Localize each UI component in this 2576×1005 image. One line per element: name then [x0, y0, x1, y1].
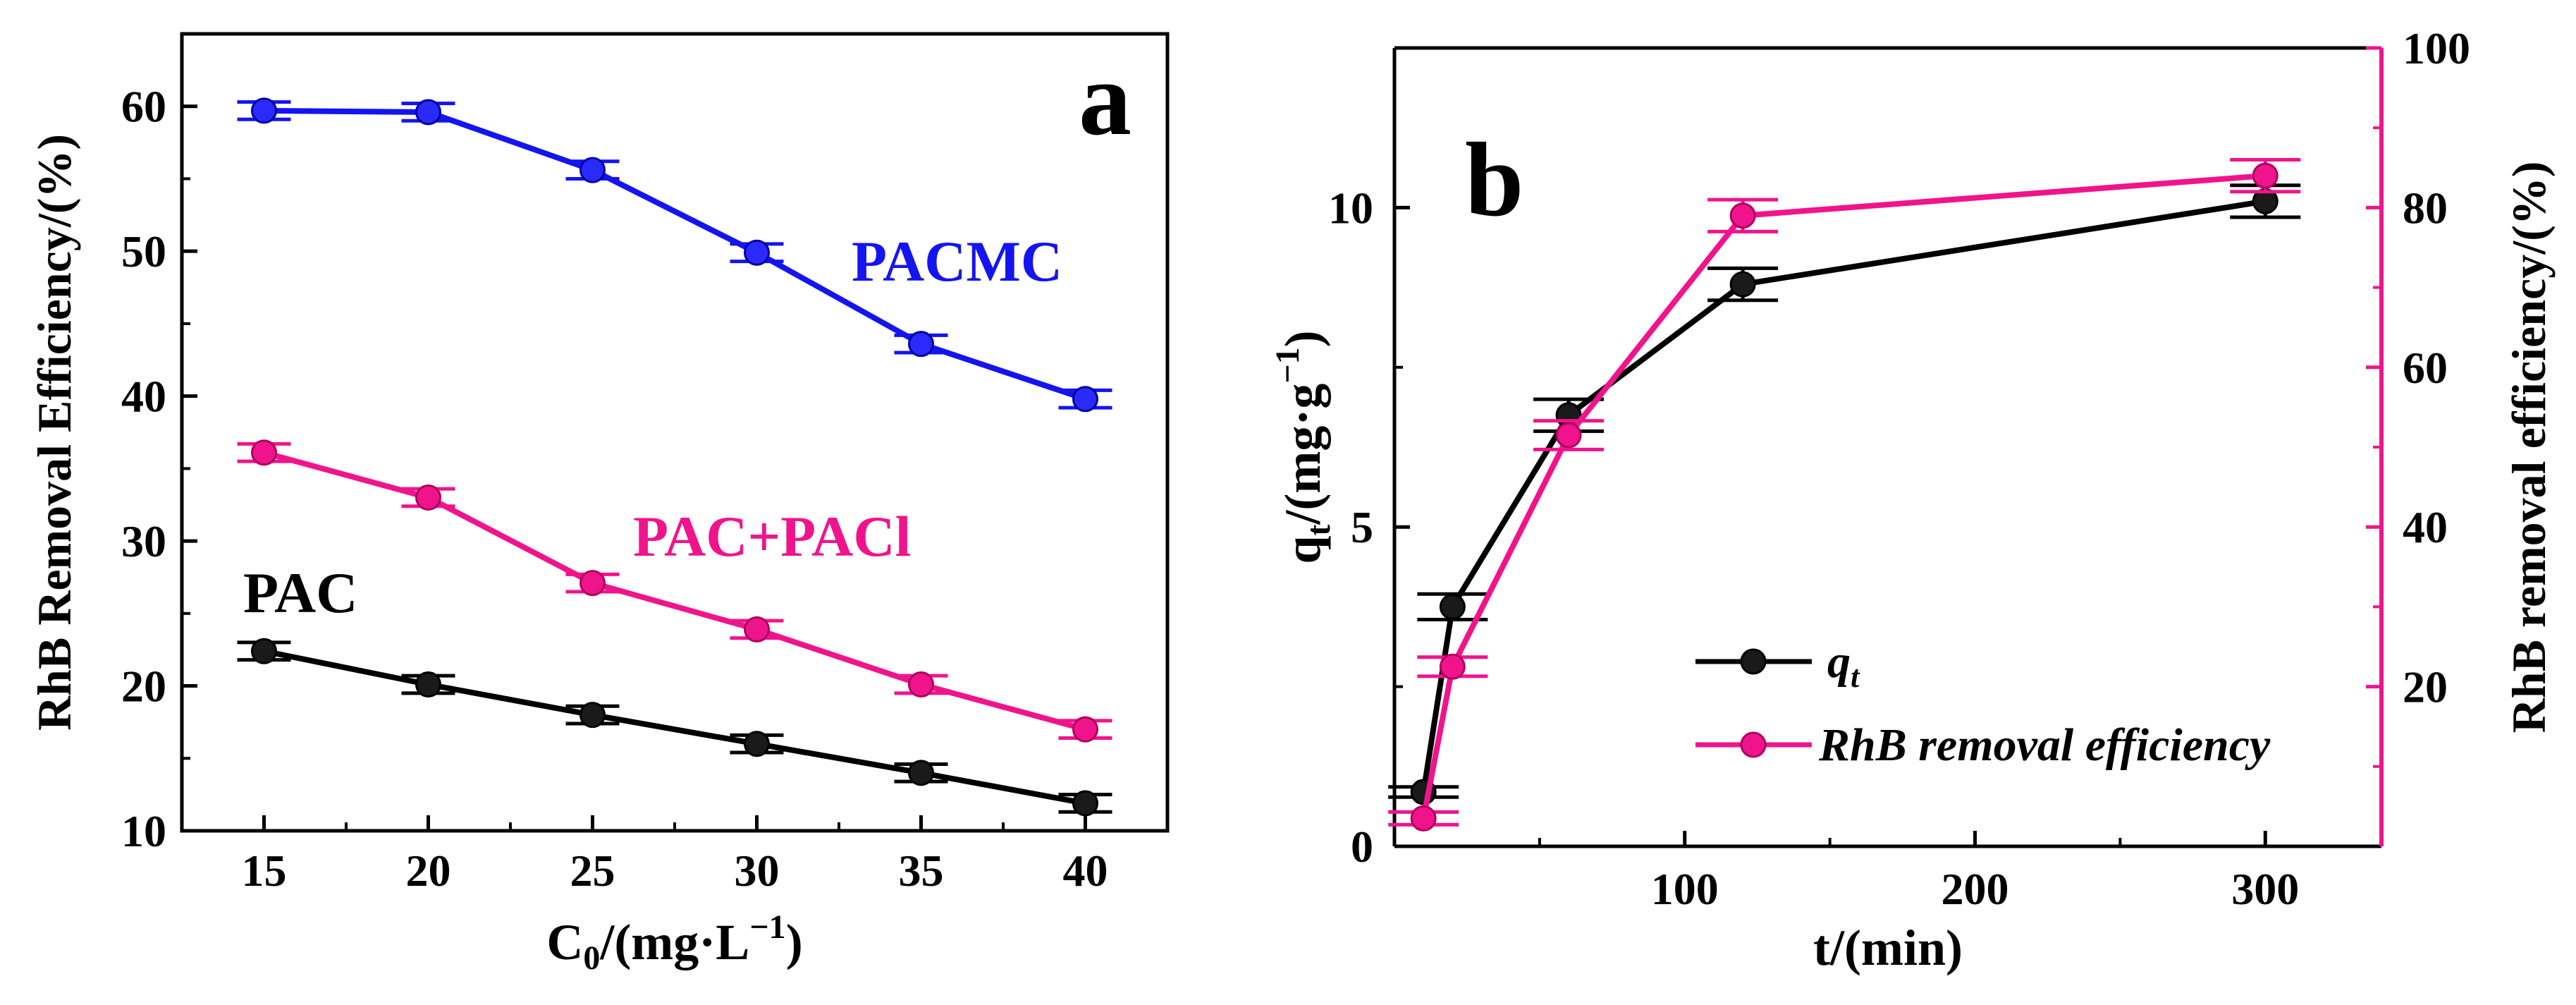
- panel-b-label: b: [1465, 121, 1523, 238]
- x-tick-label-35: 35: [899, 846, 944, 896]
- series-qt: [1388, 183, 2301, 805]
- panel-b-right-ticks: 20 40 60 80 100: [2366, 23, 2470, 768]
- x-tick-label-15: 15: [242, 846, 287, 896]
- data-point-qt-120: [1729, 271, 1756, 298]
- series-pac: [237, 638, 1112, 817]
- y-tick-label-30: 30: [121, 516, 166, 566]
- y-tick-label-40: 40: [121, 372, 166, 422]
- legend-q-sub: t: [1851, 659, 1860, 694]
- q-label-tail: /(mg·g: [1275, 384, 1331, 525]
- data-point-pacmc-15: [251, 97, 277, 124]
- right-tick-label-100: 100: [2403, 23, 2470, 73]
- legend: qt RhB removal efficiency: [1695, 636, 2271, 771]
- left-tick-label-0: 0: [1351, 822, 1373, 872]
- data-point-pac-20: [415, 671, 441, 698]
- panel-a-y-axis-label: RhB Removal Efficiency/(%): [27, 134, 81, 731]
- x-label-end: ): [786, 914, 803, 970]
- q-label-end: ): [1275, 330, 1331, 347]
- annotation-pac: PAC: [243, 561, 357, 625]
- x-label-sub: 0: [583, 939, 600, 977]
- panel-a: 10 20 30 40 50 60 15 20 25 30 35 40 a PACMC PAC+PA…: [27, 32, 1170, 977]
- data-point-pacmc-40: [1072, 386, 1098, 413]
- panel-b-x-axis-label: t/(min): [1813, 920, 1963, 976]
- data-point-pac-pacl-15: [251, 439, 277, 466]
- data-point-pac-30: [744, 731, 770, 757]
- legend-q: q: [1827, 636, 1851, 688]
- legend-label-rhb: RhB removal efficiency: [1818, 719, 2271, 771]
- panel-a-label: a: [1079, 40, 1131, 157]
- panel-b-x-ticks: 100 200 300: [1538, 831, 2299, 914]
- data-point-pac-15: [251, 638, 277, 664]
- legend-marker-qt: [1740, 648, 1767, 675]
- y-tick-label-60: 60: [121, 82, 166, 132]
- x-tick-label-40: 40: [1063, 846, 1108, 896]
- x-tick-label-25: 25: [570, 846, 615, 896]
- series-line-qt: [1421, 198, 2266, 793]
- x-label-main: C: [546, 914, 583, 970]
- data-point-qt-20: [1439, 593, 1466, 620]
- series-line-pac: [263, 648, 1086, 806]
- legend-label-qt: qt: [1827, 636, 1860, 694]
- panel-a-x-axis-label: C0/(mg·L−1): [546, 908, 802, 977]
- left-tick-label-10: 10: [1328, 183, 1373, 233]
- y-tick-label-10: 10: [121, 806, 166, 856]
- right-tick-label-20: 20: [2403, 662, 2448, 712]
- panel-b-series: [1388, 157, 2301, 832]
- data-point-pac-pacl-20: [415, 484, 441, 511]
- data-point-pac-pacl-35: [908, 671, 934, 698]
- panel-a-y-ticks: 10 20 30 40 50 60: [121, 82, 197, 856]
- x-tick-label-200: 200: [1942, 864, 2009, 914]
- series-pac-pacl: [237, 439, 1112, 743]
- annotation-pacmc: PACMC: [852, 229, 1062, 293]
- data-point-rhb-efficiency-300: [2252, 162, 2278, 189]
- series-pacmc: [237, 97, 1112, 413]
- data-point-pac-pacl-25: [579, 570, 606, 597]
- x-tick-label-30: 30: [735, 846, 780, 896]
- panel-a-x-ticks: 15 20 25 30 35 40: [180, 815, 1169, 896]
- data-point-pac-25: [579, 702, 606, 729]
- left-tick-label-5: 5: [1351, 502, 1373, 552]
- data-point-rhb-efficiency-20: [1439, 653, 1466, 680]
- x-tick-label-20: 20: [406, 846, 451, 896]
- data-point-pac-40: [1072, 790, 1098, 817]
- data-point-pacmc-20: [415, 99, 441, 126]
- x-label-tail: /(mg·L: [599, 914, 749, 970]
- data-point-rhb-efficiency-10: [1410, 805, 1437, 832]
- right-tick-label-40: 40: [2403, 502, 2448, 552]
- legend-marker-rhb: [1740, 731, 1767, 758]
- data-point-pac-35: [908, 760, 934, 786]
- y-tick-label-50: 50: [121, 226, 166, 276]
- annotation-pac-pacl: PAC+PACl: [633, 504, 911, 568]
- legend-item-rhb: RhB removal efficiency: [1695, 719, 2271, 771]
- q-label-main: q: [1275, 536, 1331, 564]
- right-tick-label-80: 80: [2403, 183, 2448, 233]
- q-label-sup: −1: [1269, 347, 1306, 383]
- data-point-pacmc-30: [744, 239, 770, 266]
- data-point-rhb-efficiency-120: [1729, 202, 1756, 229]
- series-rhb-efficiency: [1388, 157, 2301, 832]
- x-tick-label-100: 100: [1651, 864, 1719, 914]
- data-point-pacmc-25: [579, 157, 606, 183]
- data-point-pac-pacl-40: [1072, 716, 1098, 743]
- right-tick-label-60: 60: [2403, 343, 2448, 393]
- data-point-pac-pacl-30: [744, 616, 770, 642]
- q-label-sub: t: [1300, 525, 1337, 536]
- panel-b-left-axis-label: qt/(mg·g−1): [1269, 330, 1337, 564]
- y-tick-label-20: 20: [121, 662, 166, 712]
- series-line-pacmc: [264, 107, 1086, 402]
- data-point-rhb-efficiency-60: [1555, 422, 1582, 449]
- panel-a-series: [237, 97, 1112, 817]
- legend-item-qt: qt: [1695, 636, 1860, 694]
- series-line-pac-pacl: [263, 449, 1086, 733]
- data-point-pacmc-35: [908, 331, 934, 358]
- panel-b-right-axis-label: RhB removal efficiency/(%): [2502, 162, 2556, 733]
- x-label-sup: −1: [749, 908, 785, 946]
- x-tick-label-300: 300: [2231, 864, 2299, 914]
- panel-b-left-ticks: 0 5 10: [1328, 47, 1410, 872]
